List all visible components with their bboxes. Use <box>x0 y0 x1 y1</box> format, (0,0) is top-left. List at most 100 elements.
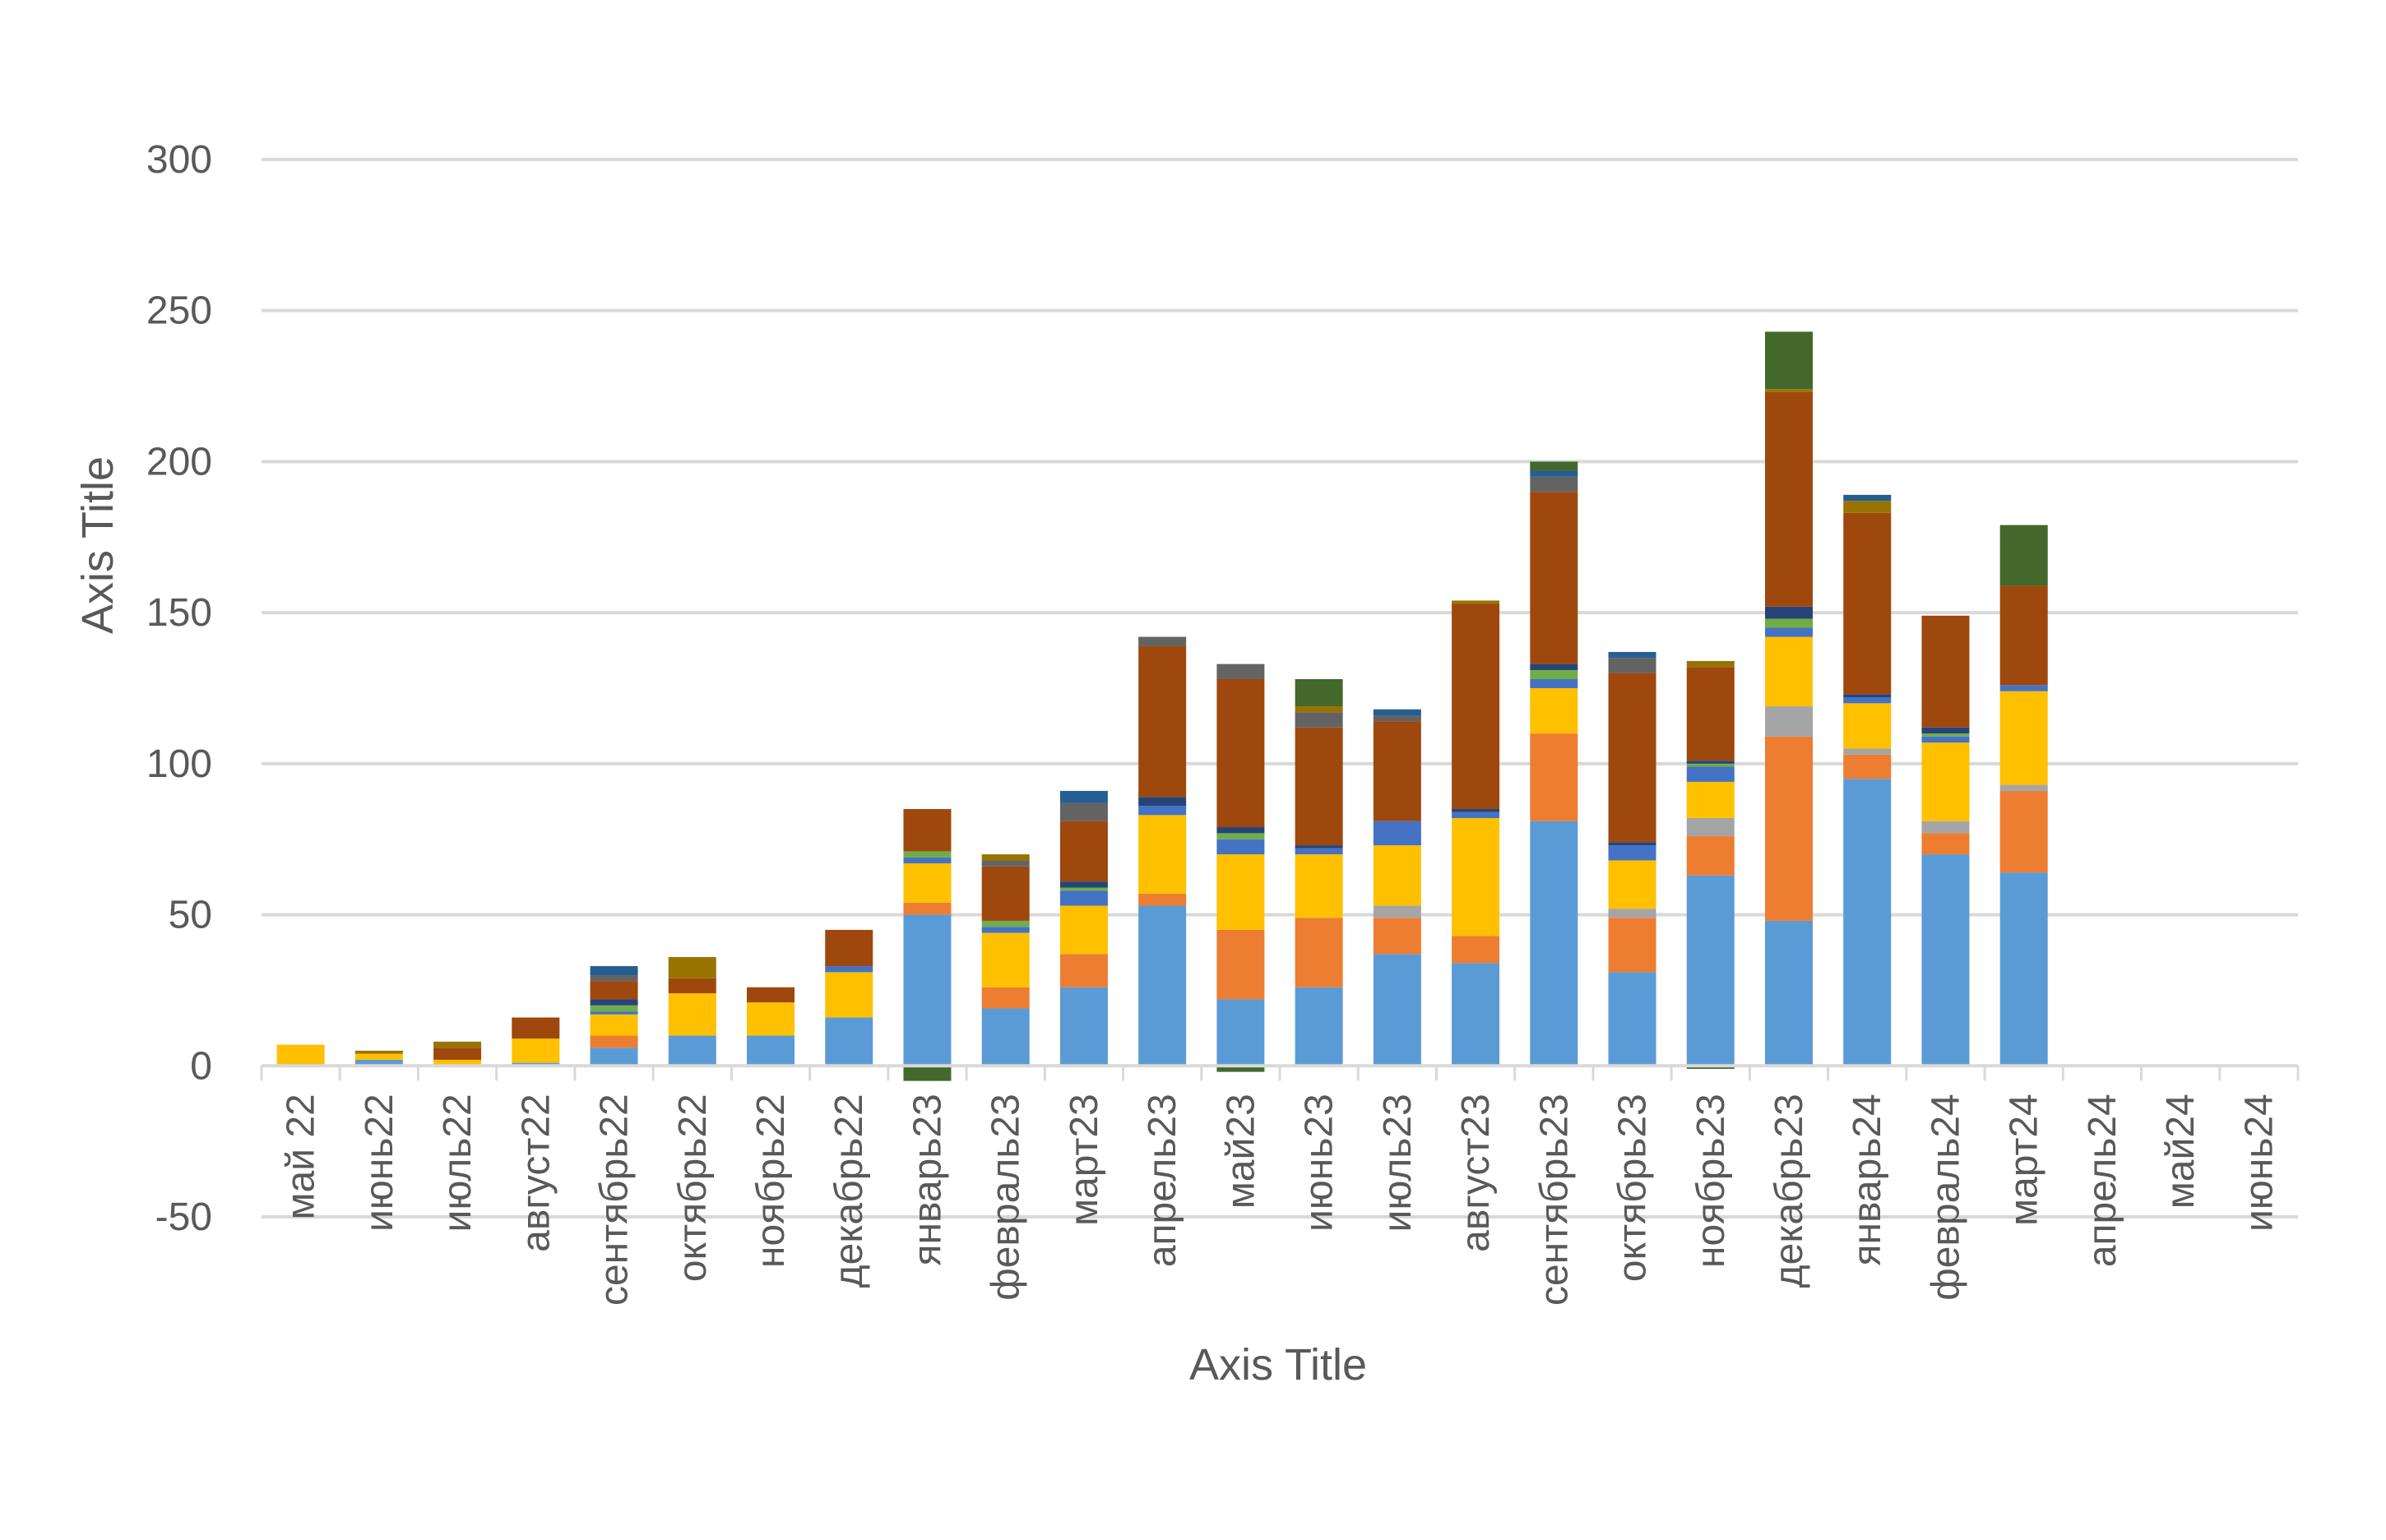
bar-segment <box>1295 848 1343 855</box>
bar-segment <box>1216 678 1265 828</box>
bar-segment <box>1608 860 1656 909</box>
bar-segment <box>1452 604 1500 809</box>
y-tick-label: 0 <box>190 1044 212 1088</box>
bar-segment <box>1373 845 1421 906</box>
bar-segment <box>1216 833 1265 839</box>
bar-segment <box>1999 872 2048 1066</box>
y-tick-labels: -50 0 50 100 150 200 250 300 <box>146 138 212 1239</box>
y-tick-label: 150 <box>146 591 212 635</box>
bar-segment <box>1843 501 1892 513</box>
bar-segment <box>1999 691 2048 785</box>
y-tick-label: 300 <box>146 138 212 182</box>
bar-segment <box>1295 727 1343 846</box>
x-tick-label: май 22 <box>280 1094 323 1219</box>
bar-segment <box>903 914 952 1066</box>
bar-segment <box>981 860 1030 867</box>
x-tick-label: июнь24 <box>2237 1094 2281 1232</box>
bar-segment <box>825 966 873 973</box>
bar-segment <box>1059 821 1108 882</box>
bar-segment <box>981 854 1030 861</box>
bar-segment <box>1373 721 1421 821</box>
bar-segment <box>1373 709 1421 716</box>
bar-segment <box>1452 936 1500 964</box>
bar-segment <box>1059 802 1108 821</box>
bar-segment <box>747 987 795 1003</box>
y-tick-label: -50 <box>155 1195 212 1239</box>
bar-segment <box>1686 766 1735 782</box>
bar-segment <box>1138 797 1187 807</box>
bar-segment <box>1843 703 1892 749</box>
bar-segment <box>1530 461 1578 471</box>
bar-segment <box>1295 918 1343 987</box>
bar-segment <box>1999 784 2048 791</box>
bar-segment <box>1921 736 1970 743</box>
bar-segment <box>1921 727 1970 734</box>
bar-segment <box>1608 845 1656 861</box>
bar-segment <box>1059 887 1108 891</box>
bar-segment <box>1608 972 1656 1066</box>
bar-segment <box>1686 660 1735 668</box>
bar-segment <box>1452 812 1500 818</box>
bar-segment <box>1373 954 1421 1066</box>
bar-segment <box>1686 875 1735 1066</box>
bar-segment <box>981 932 1030 987</box>
x-tick-labels: май 22 июнь22 июль22 август22 сентябрь22 октя… <box>280 1094 2282 1306</box>
bar-segment <box>1452 808 1500 812</box>
gridlines <box>262 158 2298 1219</box>
x-tick-label: ноябрь23 <box>1689 1094 1733 1268</box>
bar-segment <box>1059 890 1108 906</box>
bar-segment <box>1608 658 1656 673</box>
bar-segment <box>1295 854 1343 918</box>
bar-segment <box>1530 669 1578 679</box>
bar-segment <box>1530 470 1578 477</box>
bar-segment <box>1295 706 1343 713</box>
bar-segment <box>1059 881 1108 888</box>
bar-segment <box>1295 987 1343 1066</box>
bar-segment <box>1608 918 1656 973</box>
bar-segment <box>590 1005 638 1012</box>
bar-segment <box>1138 905 1187 1066</box>
bar-segment <box>1059 987 1108 1066</box>
bar-segment <box>1686 817 1735 837</box>
bar-segment <box>1216 854 1265 930</box>
bar-segment <box>1373 821 1421 846</box>
bar-segment <box>1686 761 1735 764</box>
bar-segment <box>1843 694 1892 698</box>
bar-segment <box>1452 963 1500 1066</box>
bar-segment <box>512 1017 560 1039</box>
bar-segment <box>1765 736 1813 921</box>
bar-segment <box>1216 664 1265 679</box>
bar-segment <box>433 1041 482 1048</box>
bar-segment <box>1216 827 1265 834</box>
bar-segment <box>1138 806 1187 816</box>
bar-segment <box>1452 600 1500 604</box>
bar-segment <box>981 920 1030 927</box>
bar-segment <box>1138 893 1187 906</box>
bar-segment <box>354 1059 403 1066</box>
bar-segment <box>1921 833 1970 855</box>
bar-segment <box>1530 492 1578 664</box>
bar-segment <box>354 1053 403 1060</box>
bar-segment <box>433 1047 482 1060</box>
x-tick-label: август22 <box>514 1094 558 1252</box>
x-tick-label: декабрь23 <box>1767 1094 1811 1288</box>
bar-segment <box>1843 754 1892 779</box>
bar-segment <box>1373 905 1421 918</box>
bar-segment <box>1373 715 1421 722</box>
bar-segment <box>747 1002 795 1036</box>
y-axis-title: Axis Title <box>73 456 123 634</box>
bar-segment <box>1843 779 1892 1066</box>
bar-segment <box>1373 918 1421 955</box>
bar-segment <box>1216 999 1265 1066</box>
y-tick-label: 250 <box>146 289 212 333</box>
x-tick-label: март24 <box>2003 1094 2046 1226</box>
bar-segment <box>668 1035 716 1066</box>
x-tick-label: май24 <box>2159 1094 2203 1209</box>
bar-segment <box>276 1044 325 1066</box>
bar-segment <box>1138 636 1187 646</box>
bar-segment <box>1765 391 1813 607</box>
bar-segment <box>590 1047 638 1066</box>
x-tick-label: сентябрь23 <box>1532 1094 1576 1306</box>
x-tick-label: май23 <box>1219 1094 1262 1209</box>
